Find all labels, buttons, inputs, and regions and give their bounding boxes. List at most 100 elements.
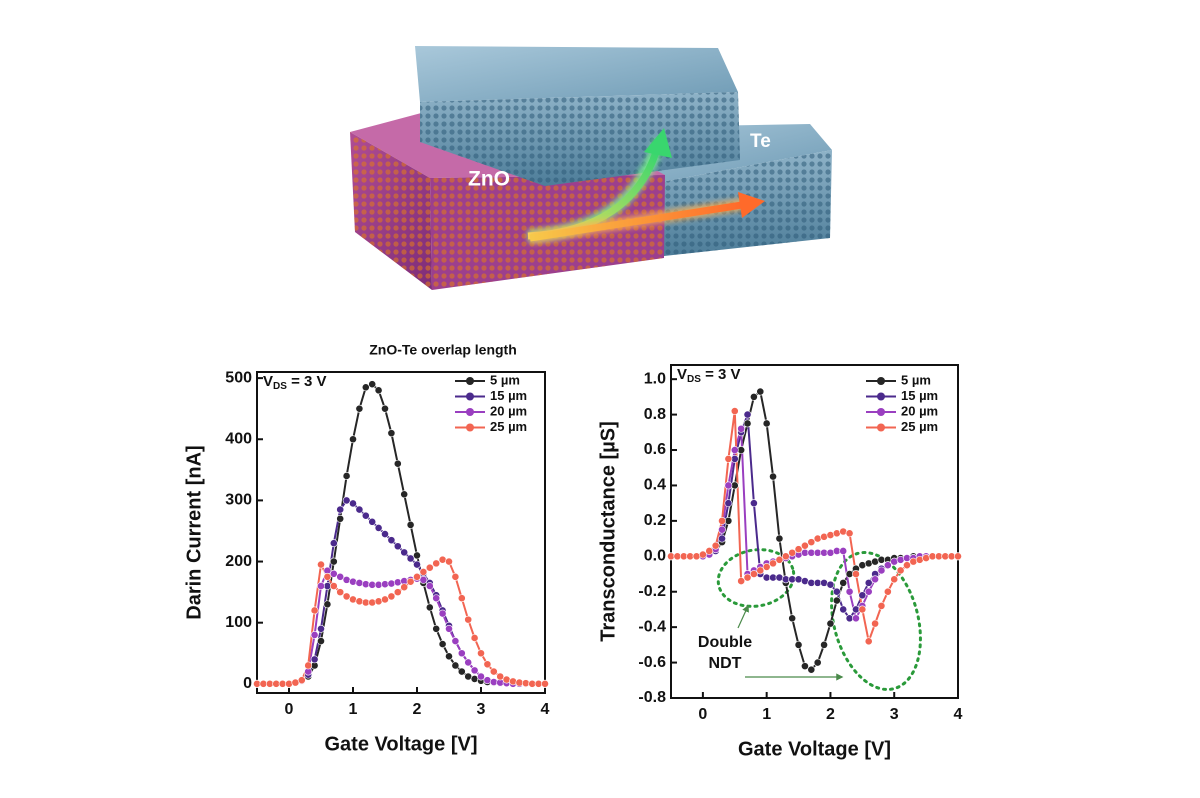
data-point <box>483 660 492 669</box>
y-tick-label: 0.2 <box>644 512 666 529</box>
data-point <box>368 517 377 526</box>
legend-title: ZnO-Te overlap length <box>369 342 517 358</box>
data-point <box>794 575 803 584</box>
data-point <box>336 505 345 514</box>
series-line <box>671 414 958 621</box>
data-point <box>788 548 797 557</box>
annotation-part: DS <box>273 381 287 392</box>
data-point <box>400 490 409 499</box>
data-point <box>858 605 867 614</box>
data-point <box>470 634 479 642</box>
illustration: ZnO Te <box>350 46 832 290</box>
data-point <box>387 429 396 438</box>
data-point <box>317 560 325 569</box>
x-tick-label: 2 <box>826 706 835 723</box>
data-point <box>342 575 351 584</box>
data-point <box>724 499 733 508</box>
data-point <box>406 577 415 586</box>
green-arrow-head <box>644 128 672 158</box>
data-point <box>361 383 370 392</box>
data-point <box>521 679 530 688</box>
data-point <box>781 552 790 561</box>
data-point <box>718 534 726 543</box>
data-point <box>730 446 739 454</box>
annotation-part: = 3 V <box>287 373 327 390</box>
data-point <box>323 572 332 581</box>
data-point <box>883 561 892 570</box>
data-point <box>820 532 828 541</box>
data-point <box>406 520 415 529</box>
x-axis-label: Gate Voltage [V] <box>325 733 478 755</box>
data-point <box>864 637 873 646</box>
data-point <box>903 561 911 570</box>
data-point <box>896 555 905 564</box>
y-tick-label: -0.6 <box>638 654 666 671</box>
x-tick-label: 4 <box>954 706 963 723</box>
data-point <box>826 548 835 557</box>
data-point <box>355 505 364 514</box>
y-tick-label: 0 <box>243 675 252 692</box>
y-tick-label: 0.4 <box>644 477 666 494</box>
data-point <box>310 655 319 664</box>
data-point <box>826 531 835 539</box>
data-point <box>317 582 325 590</box>
y-tick-label: 0.0 <box>644 548 666 565</box>
data-point <box>374 580 383 589</box>
data-point <box>310 606 319 615</box>
data-point <box>864 559 873 568</box>
data-point <box>839 605 848 614</box>
series-line <box>257 558 545 685</box>
data-point <box>329 582 338 590</box>
data-point <box>871 619 879 628</box>
legend-marker <box>466 392 474 401</box>
data-point <box>756 387 765 396</box>
data-point <box>349 435 357 444</box>
data-point <box>374 524 383 532</box>
x-tick-label: 1 <box>349 701 358 718</box>
data-point <box>692 552 701 561</box>
data-point <box>864 587 873 596</box>
data-point <box>432 594 441 603</box>
data-point <box>406 554 415 563</box>
data-point <box>336 588 345 597</box>
orange-arrow <box>529 201 743 242</box>
data-point <box>374 597 383 606</box>
data-point <box>832 529 841 538</box>
data-point <box>413 572 421 581</box>
top-block-top <box>415 46 738 102</box>
data-point <box>922 554 931 562</box>
data-point <box>775 534 784 543</box>
data-point <box>425 582 434 590</box>
y-tick-label: 1.0 <box>644 370 666 387</box>
y-tick-label: 0.8 <box>644 406 666 423</box>
data-point <box>915 555 924 564</box>
data-point <box>801 577 809 585</box>
data-point <box>711 541 720 550</box>
x-tick-label: 3 <box>890 706 899 723</box>
data-point <box>297 676 306 685</box>
orange-arrow-head <box>738 192 765 218</box>
legend-marker <box>466 377 474 385</box>
legend-label: 25 µm <box>901 419 938 434</box>
x-tick-label: 3 <box>477 701 486 718</box>
data-point <box>445 624 453 633</box>
data-point <box>349 499 357 508</box>
data-point <box>890 557 899 566</box>
data-point <box>457 667 466 676</box>
x-tick-label: 0 <box>698 706 707 723</box>
data-point <box>400 548 409 557</box>
data-point <box>826 580 835 589</box>
data-point <box>852 614 860 623</box>
annotation-part: DS <box>687 374 701 385</box>
data-point <box>489 678 498 686</box>
legend-marker <box>466 408 474 416</box>
annotation: VDS = 3 V <box>263 373 327 392</box>
ndt-ellipse <box>716 548 796 608</box>
data-point <box>820 578 828 587</box>
data-point <box>342 496 351 505</box>
data-point <box>788 614 797 623</box>
data-point <box>718 516 726 525</box>
data-point <box>845 587 854 596</box>
